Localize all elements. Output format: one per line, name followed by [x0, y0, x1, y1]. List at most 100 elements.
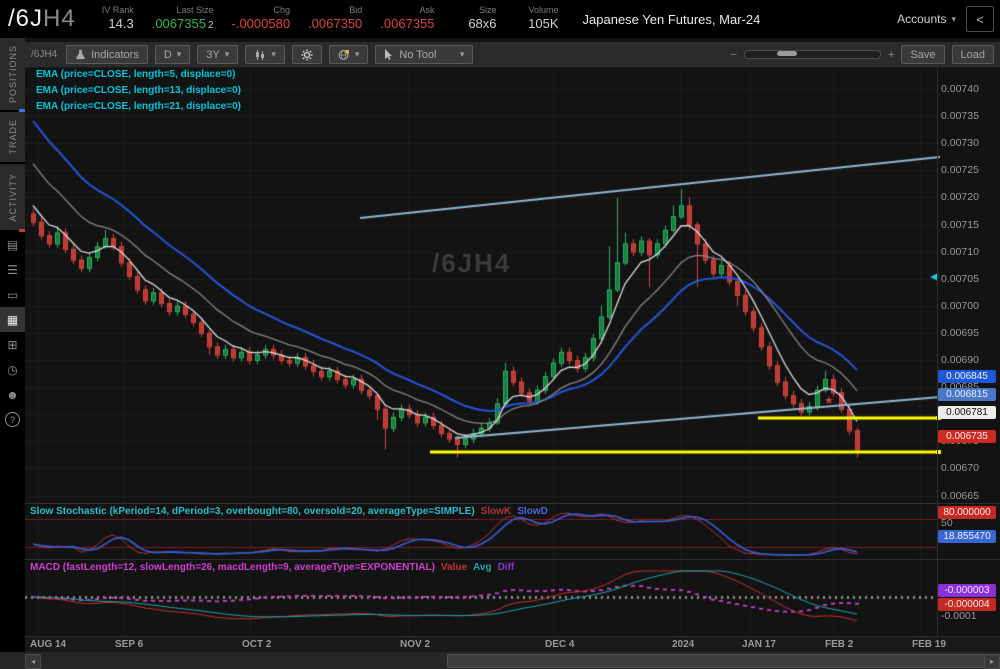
price-axis-bubble: 0.006781: [938, 406, 996, 419]
stoch-study-label[interactable]: Slow Stochastic (kPeriod=14, dPeriod=3, …: [30, 506, 475, 517]
time-axis-label: DEC 4: [545, 639, 575, 650]
price-axis-label: 0.00670: [941, 462, 979, 475]
ema-study-label[interactable]: EMA (price=CLOSE, length=13, displace=0): [36, 85, 241, 96]
zoom-slider[interactable]: [744, 50, 881, 59]
quote-field: Ask .0067355: [380, 5, 434, 31]
symbol-root: /6J: [8, 5, 44, 32]
sidebar-tab-positions[interactable]: POSITIONS: [0, 38, 25, 112]
ema-study-label[interactable]: EMA (price=CLOSE, length=21, displace=0): [36, 101, 241, 112]
price-axis-label: 0.00725: [941, 164, 979, 177]
chart-scrollbar[interactable]: ◂ ▸: [0, 652, 1000, 669]
monitor-icon[interactable]: ▭: [0, 282, 25, 307]
settings-button[interactable]: [291, 45, 322, 64]
price-axis-bubble: 0.006845: [938, 370, 996, 383]
news-icon: ▤: [6, 237, 19, 252]
save-button[interactable]: Save: [901, 45, 945, 64]
chevron-down-icon: ▾: [224, 49, 230, 59]
price-axis-bubble: 0.006815: [938, 388, 996, 401]
quote-field-value: 68x6: [468, 16, 497, 31]
drawing-tools-dropdown[interactable]: ▾: [328, 45, 369, 64]
history-icon: ◷: [7, 362, 18, 377]
time-axis-label: AUG 14: [30, 639, 67, 650]
price-axis-label: 0.00710: [941, 245, 979, 258]
time-axis: AUG 14 SEP 6 OCT 2 NOV 2 DEC 4 2024 JAN 17 FEB …: [25, 637, 1000, 652]
price-axis-label: 0.00720: [941, 191, 979, 204]
queue-icon[interactable]: ☰: [0, 257, 25, 282]
scroll-left-arrow[interactable]: ◂: [25, 654, 41, 669]
quote-field: Size 68x6: [453, 5, 497, 31]
ema-study-label[interactable]: EMA (price=CLOSE, length=5, displace=0): [36, 69, 236, 80]
news-icon[interactable]: ▤: [0, 232, 25, 257]
quote-field-value: .0067355: [380, 16, 435, 31]
quote-field-value: 14.3: [108, 16, 134, 31]
help-icon: ?: [5, 412, 20, 427]
macd-study-header: MACD (fastLength=12, slowLength=26, macd…: [30, 562, 514, 573]
left-sidebar: POSITIONS TRADE ACTIVITY ▤ ☰ ▭ ▦ ⊞ ◷ ☻?: [0, 38, 25, 669]
chevron-down-icon: ▾: [951, 13, 956, 24]
zoom-out-icon[interactable]: −: [730, 48, 737, 61]
symbol-contract: H4: [43, 5, 76, 32]
timeframe-dropdown[interactable]: D ▾: [154, 45, 191, 64]
help-icon[interactable]: ?: [0, 407, 25, 432]
users-icon[interactable]: ☻: [0, 382, 25, 407]
quote-field-value: .0067355 2: [151, 16, 214, 31]
gear-icon: [301, 49, 313, 61]
indicators-button[interactable]: Indicators: [66, 45, 148, 64]
scrollbar-thumb[interactable]: [447, 654, 985, 668]
history-icon[interactable]: ◷: [0, 357, 25, 382]
panel-divider[interactable]: [25, 559, 1000, 560]
grid-icon: ⊞: [7, 337, 18, 352]
macd-study-label[interactable]: MACD (fastLength=12, slowLength=26, macd…: [30, 562, 435, 573]
quote-field-label: Volume: [528, 5, 559, 15]
macd-diff-bubble: -0.000003: [938, 584, 996, 597]
chart-icon[interactable]: ▦: [0, 307, 25, 332]
cursor-icon: [384, 49, 394, 60]
load-button[interactable]: Load: [951, 45, 994, 64]
chart-type-dropdown[interactable]: ▾: [245, 45, 285, 64]
stoch-value-bubble: 18.855470: [938, 530, 996, 543]
zoom-slider-thumb[interactable]: [777, 51, 797, 56]
users-icon: ☻: [6, 387, 19, 402]
grid-icon[interactable]: ⊞: [0, 332, 25, 357]
time-axis-label: SEP 6: [115, 639, 144, 650]
panel-divider[interactable]: [25, 503, 1000, 504]
scroll-right-arrow[interactable]: ▸: [984, 654, 1000, 669]
toolbar-symbol-label: /6JH4: [31, 49, 58, 60]
slowk-legend: SlowK: [480, 506, 512, 517]
price-axis-label: 0.00695: [941, 326, 979, 339]
zoom-in-icon[interactable]: +: [888, 48, 895, 61]
panel-divider: [25, 636, 1000, 637]
sidebar-tab-trade[interactable]: TRADE: [0, 112, 25, 162]
quote-field-value: 105K: [528, 16, 559, 31]
indicators-label: Indicators: [91, 48, 139, 61]
sidebar-tab-label: ACTIVITY: [7, 172, 18, 222]
chevron-down-icon: ▾: [354, 49, 360, 59]
active-tool-label: No Tool: [399, 48, 437, 61]
quote-field-label: IV Rank: [101, 5, 134, 15]
price-axis-label: 0.00715: [941, 218, 979, 231]
macd-value-legend: Value: [440, 562, 468, 573]
globe-pencil-icon: [338, 49, 350, 61]
collapse-panel-button[interactable]: <: [966, 6, 994, 32]
chevron-down-icon: ▾: [176, 49, 182, 59]
range-dropdown[interactable]: 3Y ▾: [197, 45, 239, 64]
price-axis-bubble: 0.006735: [938, 430, 996, 443]
sidebar-tab-activity[interactable]: ACTIVITY: [0, 164, 25, 232]
queue-icon: ☰: [7, 262, 18, 277]
time-axis-label: FEB 2: [825, 639, 854, 650]
slowd-legend: SlowD: [517, 506, 548, 517]
stoch-study-header: Slow Stochastic (kPeriod=14, dPeriod=3, …: [30, 506, 548, 517]
chevron-down-icon: ▾: [459, 49, 465, 59]
macd-avg-legend: Avg: [473, 562, 492, 573]
quote-field: IV Rank 14.3: [90, 5, 134, 31]
chevron-down-icon: ▾: [271, 49, 276, 59]
quote-field-label: Size: [479, 5, 497, 15]
time-axis-label: JAN 17: [742, 639, 776, 650]
accounts-dropdown[interactable]: Accounts ▾: [897, 12, 956, 26]
chart-icon: ▦: [6, 312, 19, 327]
active-tool-dropdown[interactable]: No Tool ▾: [375, 45, 474, 64]
quote-field-label: Last Size: [176, 5, 214, 15]
symbol-watermark: /6JH4: [432, 248, 512, 278]
